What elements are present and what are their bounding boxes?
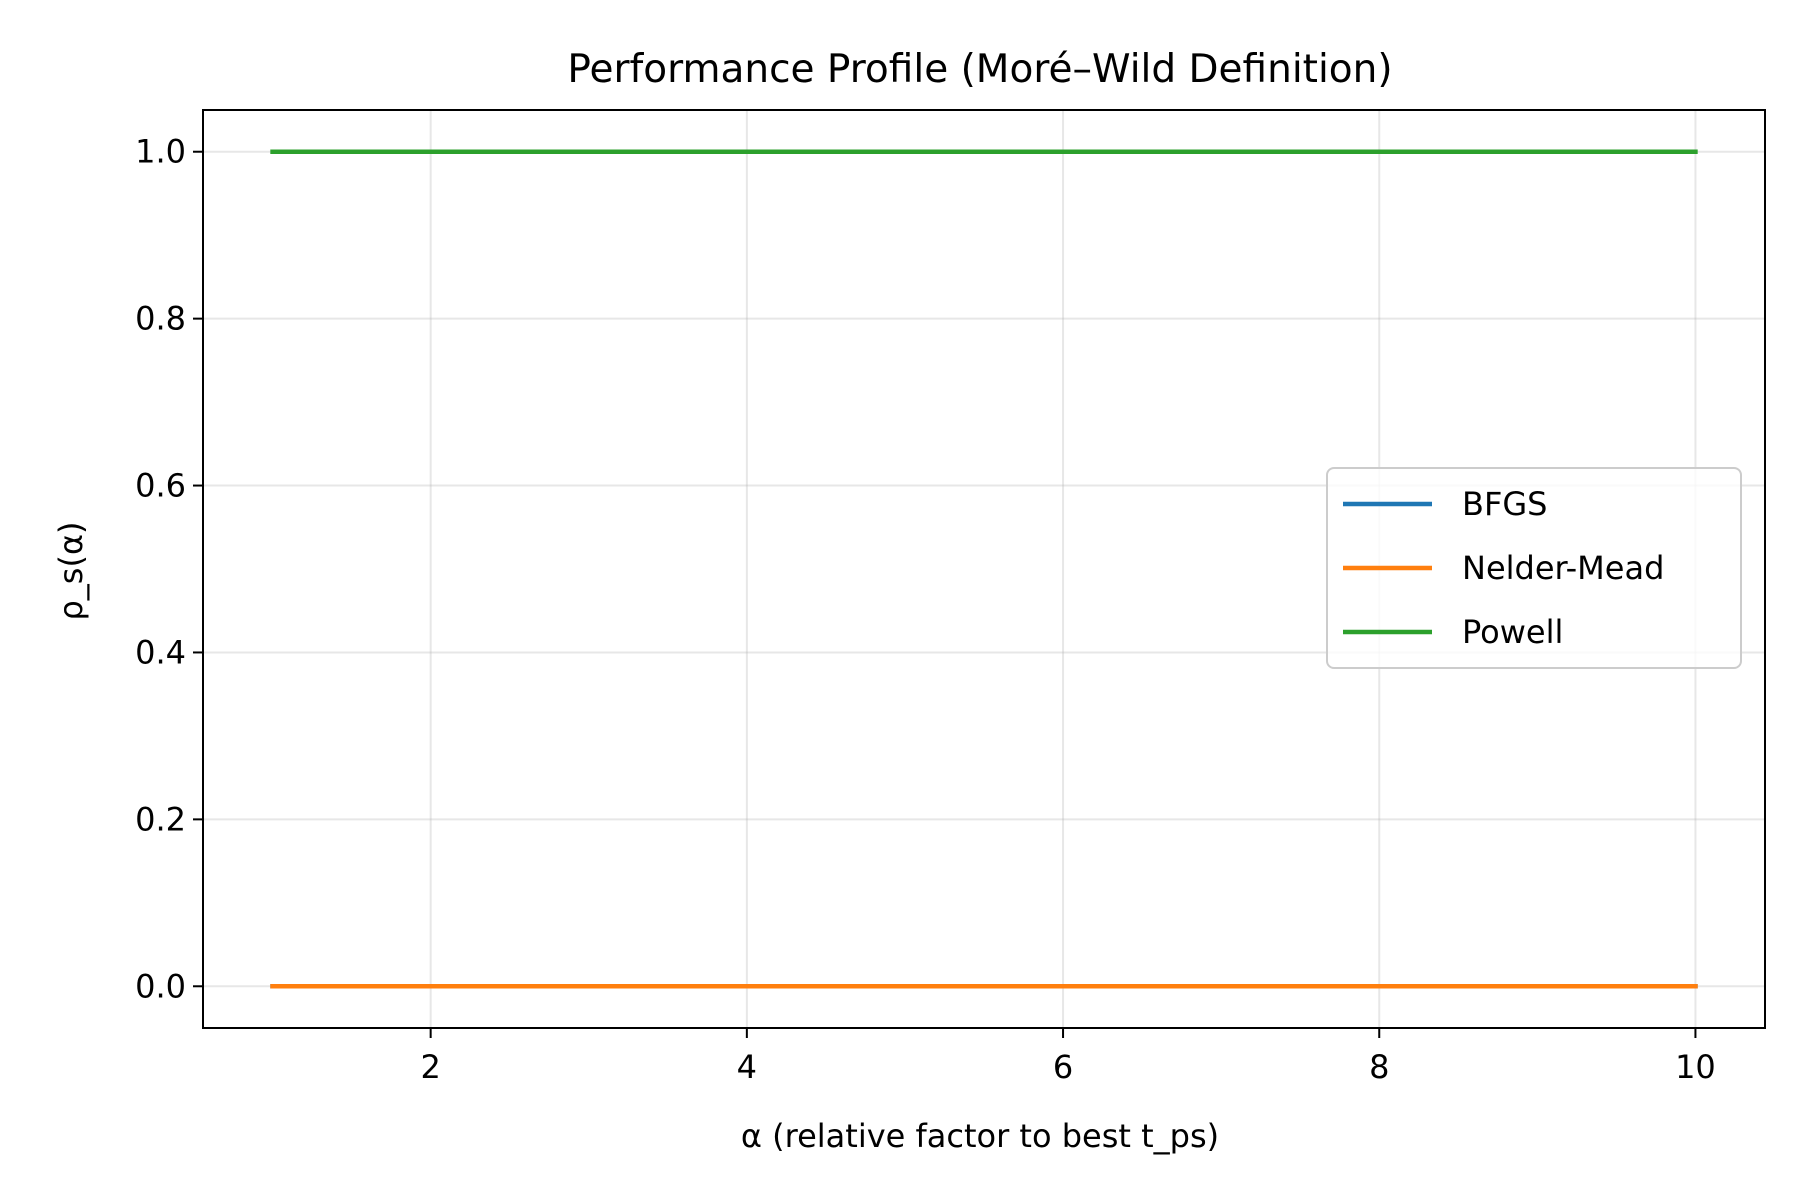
x-tick-label: 8: [1369, 1048, 1389, 1086]
y-tick-label: 0.4: [135, 633, 186, 671]
series-lines: [270, 149, 1698, 989]
y-tick-label: 0.2: [135, 800, 186, 838]
y-axis-label: ρ_s(α): [52, 521, 90, 620]
x-tick-label: 6: [1053, 1048, 1073, 1086]
y-tick-label: 0.0: [135, 967, 186, 1005]
chart-title: Performance Profile (Moré–Wild Definitio…: [567, 47, 1392, 92]
legend-label: Nelder-Mead: [1462, 549, 1664, 587]
x-tick-label: 4: [737, 1048, 757, 1086]
y-tick-label: 0.8: [135, 300, 186, 338]
legend-label: BFGS: [1462, 485, 1547, 523]
plot-frame: [202, 109, 1766, 1029]
y-tick-label: 0.6: [135, 467, 186, 505]
legend: BFGS Nelder-Mead Powell: [1326, 467, 1742, 669]
x-axis-label: α (relative factor to best t_ps): [741, 1117, 1219, 1155]
legend-entries: BFGS Nelder-Mead Powell: [1343, 485, 1664, 651]
x-tick-label: 2: [420, 1048, 440, 1086]
legend-label: Powell: [1462, 613, 1563, 651]
x-tick-label: 10: [1675, 1048, 1716, 1086]
axis-ticks: 2 4 6 8 10 0.0 0.2 0.4 0.6 0.8 1.0: [135, 133, 1716, 1086]
legend-box: [1326, 467, 1742, 669]
y-tick-label: 1.0: [135, 133, 186, 171]
